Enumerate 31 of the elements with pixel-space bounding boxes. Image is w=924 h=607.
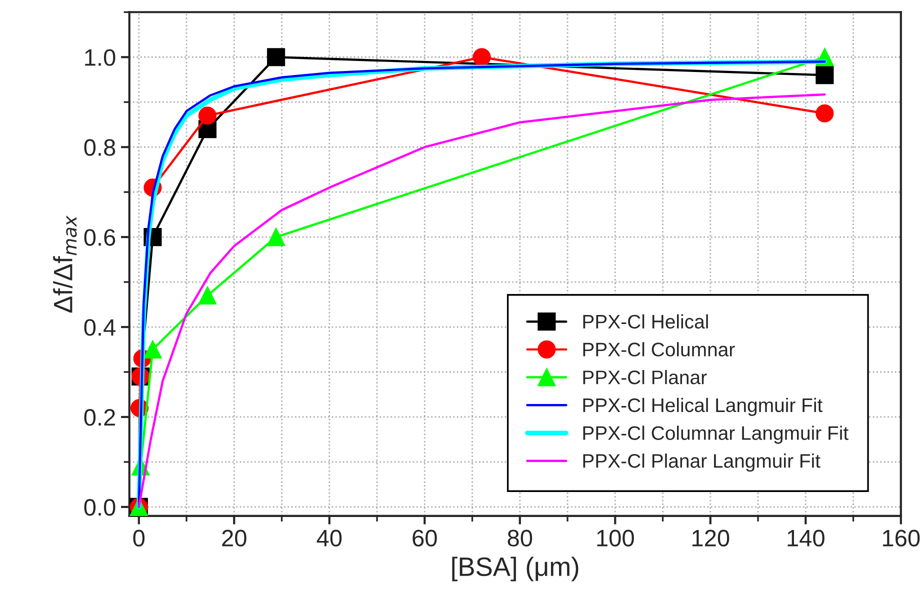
y-tick-label: 0.6 [84,229,116,246]
y-tick-label: 0.4 [84,319,116,336]
legend-label: PPX-Cl Planar [583,370,707,384]
x-tick-label: 140 [788,530,824,546]
legend-label: PPX-Cl Columnar [583,342,735,356]
point [198,286,216,305]
point [816,104,834,122]
legend-label: PPX-Cl Helical Langmuir Fit [583,398,823,416]
x-tick-label: 0 [133,530,145,546]
x-tick-label: 40 [316,530,342,546]
point [144,340,162,359]
y-tick-label: 0.2 [84,409,115,426]
y-tick-label: 0.8 [84,139,116,156]
point [267,228,286,246]
x-tick-label: 160 [883,530,920,546]
y-tick-label: 0.0 [84,499,116,516]
point [472,48,491,66]
x-axis-title: [BSA] (μm) [452,556,578,582]
y-tick-label: 1.0 [85,49,116,66]
x-tick-label: 100 [597,530,634,546]
y-axis-title: Δf/Δf$_{max}$ [53,215,77,313]
x-tick-label: 20 [222,530,246,546]
x-tick-label: 80 [508,530,532,546]
legend-label: PPX-Cl Helical [583,314,708,329]
legend-label: PPX-Cl Columnar Langmuir Fit [583,426,848,444]
point [198,106,216,125]
point [267,48,286,66]
legend-label: PPX-Cl Planar Langmuir Fit [583,454,820,472]
point [816,66,834,84]
x-tick-label: 60 [412,530,437,546]
x-tick-label: 120 [692,530,730,546]
